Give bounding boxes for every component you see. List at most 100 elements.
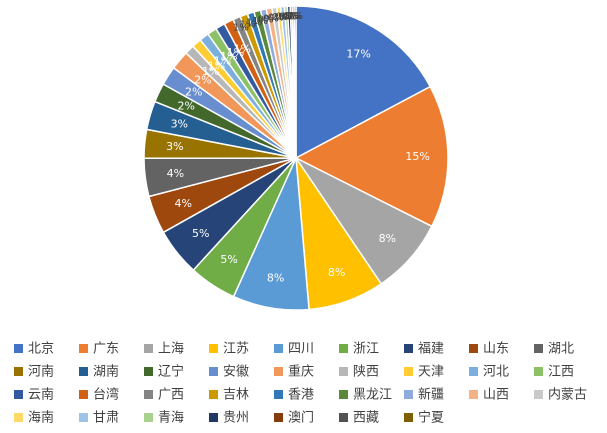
legend-swatch-25 — [469, 390, 478, 399]
slice-data-label-33: 0% — [287, 11, 303, 22]
slice-data-label-28: 0% — [275, 12, 291, 23]
legend-label-19: 台湾 — [93, 387, 119, 403]
legend-label-18: 云南 — [28, 387, 54, 403]
legend-item-22: 香港 — [274, 388, 314, 403]
legend-swatch-9 — [14, 367, 23, 376]
legend-label-22: 香港 — [288, 388, 314, 403]
legend-swatch-11 — [144, 367, 153, 376]
legend-item-8: 湖北 — [534, 342, 574, 357]
legend-swatch-8 — [534, 344, 543, 353]
legend-item-13: 重庆 — [274, 364, 314, 380]
legend-swatch-2 — [144, 344, 153, 353]
legend-item-9: 河南 — [14, 364, 54, 380]
legend-swatch-24 — [404, 390, 413, 399]
legend-swatch-29 — [144, 413, 153, 422]
legend-item-17: 江西 — [534, 365, 574, 380]
slice-data-label-10: 3% — [171, 117, 188, 130]
legend-label-25: 山西 — [483, 388, 509, 403]
legend-label-2: 上海 — [158, 342, 184, 357]
legend-label-16: 河北 — [483, 365, 509, 380]
legend-item-10: 湖南 — [79, 364, 119, 380]
legend-label-28: 甘肃 — [93, 411, 119, 426]
slice-data-label-26: 0% — [268, 13, 284, 24]
legend-label-9: 河南 — [28, 364, 54, 380]
legend-swatch-1 — [79, 344, 88, 353]
legend-label-8: 湖北 — [548, 342, 574, 357]
legend-item-23: 黑龙江 — [339, 388, 392, 403]
legend-item-4: 四川 — [274, 342, 314, 357]
legend-item-18: 云南 — [14, 387, 54, 403]
legend-swatch-5 — [339, 344, 348, 353]
slice-data-label-24: 0% — [258, 14, 274, 25]
legend-item-31: 澳门 — [274, 410, 314, 426]
legend-label-31: 澳门 — [288, 410, 314, 426]
legend-item-25: 山西 — [469, 388, 509, 403]
legend-label-33: 宁夏 — [418, 410, 444, 426]
legend-swatch-23 — [339, 390, 348, 399]
slice-data-label-9: 3% — [166, 140, 183, 153]
legend-item-6: 福建 — [404, 342, 444, 357]
legend-label-23: 黑龙江 — [353, 388, 392, 403]
legend-label-32: 西藏 — [353, 411, 379, 426]
legend-item-1: 广东 — [79, 342, 119, 357]
legend-item-3: 江苏 — [209, 341, 249, 357]
legend-label-13: 重庆 — [288, 364, 314, 380]
slice-data-label-18: 1% — [227, 46, 244, 59]
slice-data-label-14: 1% — [202, 65, 219, 78]
legend-item-12: 安徽 — [209, 365, 249, 380]
slice-data-label-21: 1% — [240, 20, 256, 31]
legend-item-15: 天津 — [404, 365, 444, 380]
legend-item-14: 陕西 — [339, 365, 379, 380]
legend-swatch-13 — [274, 367, 283, 376]
legend-swatch-0 — [14, 344, 23, 353]
legend-item-32: 西藏 — [339, 411, 379, 426]
slice-data-label-4: 8% — [267, 271, 284, 284]
slice-data-label-1: 15% — [405, 150, 429, 163]
legend-label-15: 天津 — [418, 365, 444, 380]
legend-label-11: 辽宁 — [158, 364, 184, 380]
legend-swatch-10 — [79, 367, 88, 376]
legend-swatch-21 — [209, 390, 218, 399]
legend-item-29: 青海 — [144, 411, 184, 426]
legend-item-33: 宁夏 — [404, 410, 444, 426]
slice-data-label-30: 0% — [281, 11, 297, 22]
legend-label-1: 广东 — [93, 342, 119, 357]
pie-slice-0 — [295, 5, 432, 160]
legend-label-4: 四川 — [288, 342, 314, 357]
pie-data-labels: 17%15%8%8%8%5%5%4%4%3%3%2%2%2%1%1%1%1%1%… — [166, 11, 430, 284]
legend-swatch-28 — [79, 413, 88, 422]
legend-swatch-3 — [209, 344, 218, 353]
slice-data-label-8: 4% — [167, 167, 184, 180]
legend-swatch-33 — [404, 413, 413, 422]
legend-label-29: 青海 — [158, 411, 184, 426]
slice-data-label-5: 5% — [220, 253, 237, 266]
legend-item-2: 上海 — [144, 342, 184, 357]
legend-swatch-7 — [469, 344, 478, 353]
slice-data-label-12: 2% — [185, 86, 202, 99]
legend-item-30: 贵州 — [209, 411, 249, 426]
legend-swatch-19 — [79, 390, 88, 399]
legend-item-24: 新疆 — [404, 387, 444, 403]
legend-swatch-22 — [274, 390, 283, 399]
legend-swatch-4 — [274, 344, 283, 353]
legend-swatch-17 — [534, 367, 543, 376]
slice-data-label-25: 0% — [263, 13, 279, 24]
legend-item-21: 吉林 — [209, 388, 249, 403]
slice-data-label-17: 1% — [220, 50, 237, 63]
legend-swatch-12 — [209, 367, 218, 376]
slice-data-label-27: 0% — [272, 12, 288, 23]
legend-item-0: 北京 — [14, 342, 54, 357]
legend-label-30: 贵州 — [223, 411, 249, 426]
slice-data-label-16: 1% — [214, 55, 231, 68]
slice-data-label-31: 0% — [284, 11, 300, 22]
legend-label-14: 陕西 — [353, 365, 379, 380]
slice-data-label-6: 5% — [192, 227, 209, 240]
legend-item-11: 辽宁 — [144, 364, 184, 380]
slice-data-label-29: 0% — [279, 12, 295, 23]
slice-data-label-7: 4% — [174, 197, 191, 210]
legend-swatch-6 — [404, 344, 413, 353]
slice-data-label-32: 0% — [285, 11, 301, 22]
slice-data-label-11: 2% — [177, 99, 194, 112]
pie-slice-1 — [294, 85, 449, 228]
